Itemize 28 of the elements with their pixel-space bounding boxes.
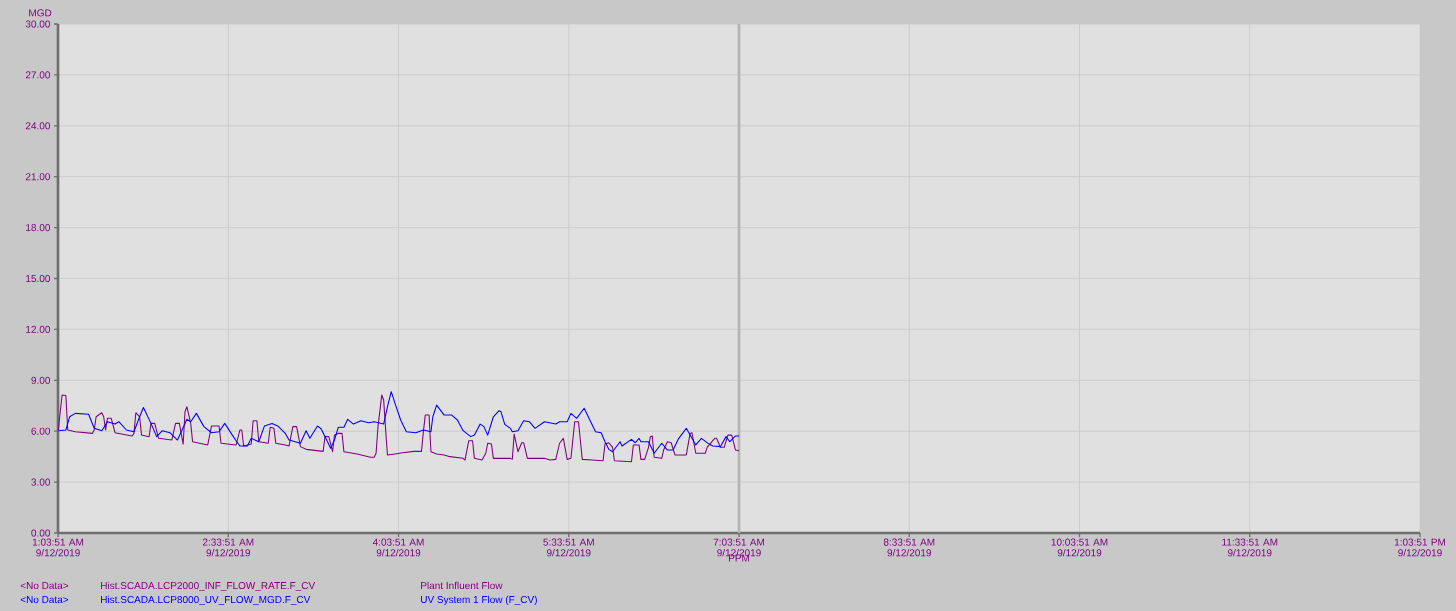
x-tick-label: 1:03:51 AM 9/12/2019 xyxy=(32,538,84,557)
y-tick-label: 0.00 xyxy=(31,529,51,537)
y-tick-label: 18.00 xyxy=(26,224,50,232)
y-tick-label: 30.00 xyxy=(25,20,50,28)
text: <No Data> xyxy=(20,596,69,604)
y-tick-label: 21.00 xyxy=(25,173,50,181)
y-tick-label: 27.00 xyxy=(25,71,50,79)
line-series xyxy=(57,391,740,454)
text: <No Data> xyxy=(20,582,69,590)
y-tick-label: 12.00 xyxy=(26,325,50,333)
text: Hist.SCADA.LCP8000_UV_FLOW_MGD.F_CV xyxy=(101,595,311,605)
y-tick-label: 24.00 xyxy=(25,122,50,130)
line-series xyxy=(57,394,740,463)
text: Plant Influent Flow xyxy=(421,581,503,590)
y-tick-label: 15.00 xyxy=(26,274,50,283)
text: Hist.SCADA.LCP2000_INF_FLOW_RATE.F_CV xyxy=(101,581,316,591)
x-tick-label: 8:33:51 AM 9/12/2019 xyxy=(883,538,935,557)
x-tick-label: 5:33:51 AM 9/12/2019 xyxy=(543,538,594,557)
x-tick-label: 10:03:51 AM 9/12/2019 xyxy=(1051,538,1108,557)
text: UV System 1 Flow (F_CV) xyxy=(421,595,537,606)
y-tick-label: 9.00 xyxy=(31,376,51,384)
x-tick-label: 4:03:51 AM 9/12/2019 xyxy=(372,538,424,557)
y-tick-label: 6.00 xyxy=(31,427,51,435)
y-axis-title: MGD xyxy=(29,9,52,17)
x-tick-label: 1:03:51 PM 9/12/2019 xyxy=(1394,538,1446,557)
x-tick-label: 2:33:51 AM 9/12/2019 xyxy=(202,538,254,557)
x-tick-label: 11:33:51 AM 9/12/2019 xyxy=(1222,538,1278,557)
y-tick-label: 3.00 xyxy=(31,478,51,486)
